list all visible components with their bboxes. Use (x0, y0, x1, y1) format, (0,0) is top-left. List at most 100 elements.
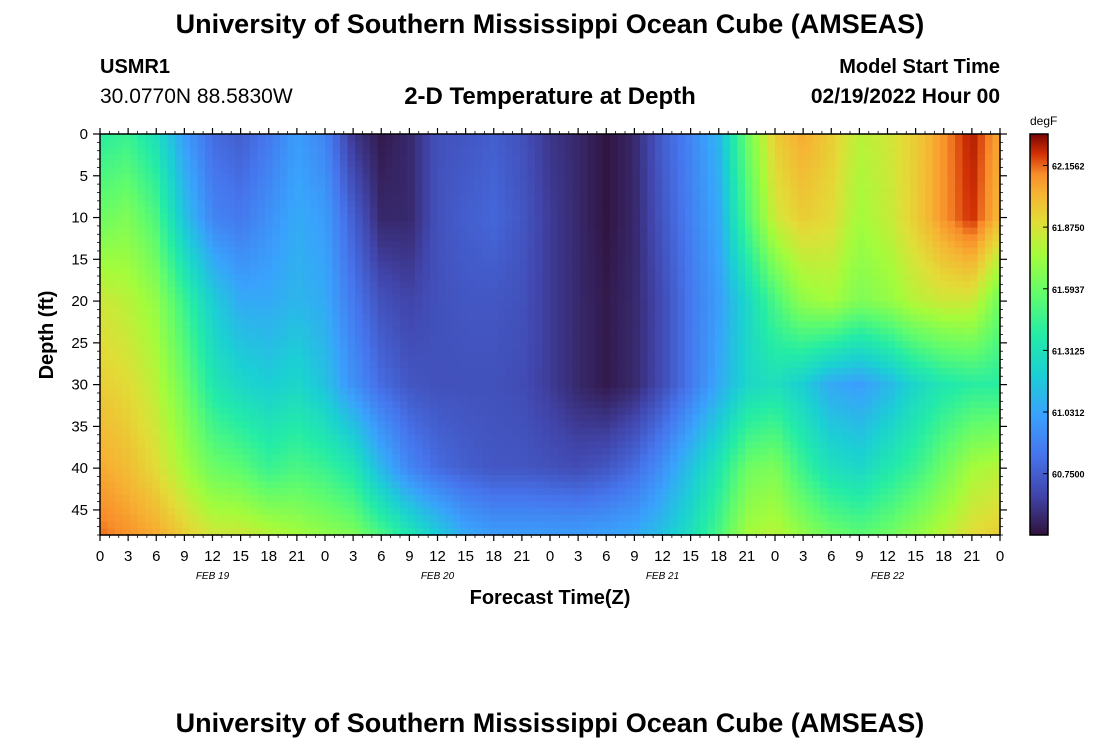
heatmap-cell (970, 180, 979, 189)
heatmap-cell (100, 354, 109, 362)
heatmap-cell (505, 401, 514, 409)
heatmap-cell (317, 287, 326, 295)
heatmap-cell (445, 200, 454, 209)
heatmap-cell (812, 214, 821, 222)
heatmap-cell (235, 281, 244, 289)
heatmap-cell (602, 374, 611, 382)
heatmap-cell (542, 394, 551, 402)
heatmap-cell (970, 140, 979, 148)
heatmap-cell (917, 361, 926, 369)
heatmap-cell (482, 347, 491, 356)
heatmap-cell (430, 341, 439, 349)
heatmap-cell (977, 347, 986, 356)
heatmap-cell (332, 361, 341, 369)
heatmap-cell (497, 260, 506, 269)
heatmap-cell (347, 281, 356, 289)
heatmap-cell (617, 294, 626, 302)
heatmap-cell (677, 240, 686, 249)
heatmap-cell (400, 160, 409, 169)
heatmap-cell (167, 187, 176, 195)
heatmap-cell (460, 301, 469, 309)
heatmap-cell (205, 367, 214, 376)
heatmap-cell (902, 147, 911, 155)
heatmap-cell (752, 207, 761, 215)
heatmap-cell (977, 220, 986, 229)
heatmap-cell (722, 281, 731, 289)
heatmap-cell (985, 367, 994, 376)
heatmap-cell (692, 281, 701, 289)
heatmap-cell (775, 220, 784, 229)
heatmap-cell (392, 154, 401, 162)
heatmap-cell (992, 301, 1001, 309)
heatmap-cell (400, 387, 409, 396)
heatmap-cell (670, 281, 679, 289)
heatmap-cell (550, 361, 559, 369)
heatmap-cell (842, 227, 851, 235)
heatmap-cell (962, 314, 971, 322)
heatmap-cell (235, 260, 244, 269)
heatmap-cell (452, 354, 461, 362)
heatmap-cell (580, 307, 589, 316)
heatmap-cell (220, 381, 229, 389)
heatmap-cell (790, 394, 799, 402)
heatmap-cell (452, 200, 461, 209)
heatmap-cell (490, 167, 499, 175)
heatmap-cell (160, 334, 169, 342)
heatmap-cell (805, 247, 814, 255)
heatmap-cell (152, 334, 161, 342)
heatmap-cell (602, 301, 611, 309)
heatmap-cell (977, 294, 986, 302)
heatmap-cell (302, 354, 311, 362)
heatmap-cell (625, 167, 634, 175)
heatmap-cell (272, 281, 281, 289)
heatmap-cell (115, 381, 124, 389)
heatmap-cell (932, 187, 941, 195)
heatmap-cell (332, 154, 341, 162)
heatmap-cell (797, 160, 806, 169)
heatmap-cell (835, 187, 844, 195)
heatmap-cell (130, 374, 139, 382)
heatmap-cell (782, 341, 791, 349)
heatmap-cell (212, 220, 221, 229)
heatmap-cell (205, 294, 214, 302)
heatmap-cell (100, 314, 109, 322)
heatmap-cell (880, 354, 889, 362)
heatmap-cell (685, 147, 694, 155)
heatmap-cell (632, 307, 641, 316)
heatmap-cell (932, 214, 941, 222)
heatmap-cell (295, 387, 304, 396)
heatmap-cell (850, 301, 859, 309)
heatmap-cell (400, 254, 409, 262)
heatmap-cell (212, 227, 221, 235)
heatmap-cell (572, 147, 581, 155)
heatmap-cell (310, 374, 319, 382)
heatmap-cell (685, 301, 694, 309)
heatmap-cell (272, 187, 281, 195)
heatmap-cell (542, 200, 551, 209)
heatmap-cell (467, 147, 476, 155)
heatmap-cell (100, 341, 109, 349)
heatmap-cell (115, 408, 124, 416)
heatmap-cell (895, 174, 904, 182)
heatmap-cell (737, 347, 746, 356)
heatmap-cell (400, 334, 409, 342)
heatmap-cell (977, 387, 986, 396)
heatmap-cell (865, 134, 874, 142)
heatmap-cell (715, 174, 724, 182)
heatmap-cell (415, 254, 424, 262)
heatmap-cell (790, 214, 799, 222)
heatmap-cell (347, 267, 356, 275)
heatmap-cell (317, 260, 326, 269)
heatmap-cell (985, 374, 994, 382)
heatmap-cell (910, 167, 919, 175)
heatmap-cell (242, 174, 251, 182)
heatmap-cell (985, 174, 994, 182)
heatmap-cell (280, 314, 289, 322)
heatmap-cell (917, 394, 926, 402)
heatmap-cell (752, 134, 761, 142)
heatmap-cell (130, 314, 139, 322)
heatmap-cell (257, 240, 266, 249)
heatmap-cell (760, 254, 769, 262)
heatmap-cell (632, 367, 641, 376)
heatmap-cell (745, 387, 754, 396)
